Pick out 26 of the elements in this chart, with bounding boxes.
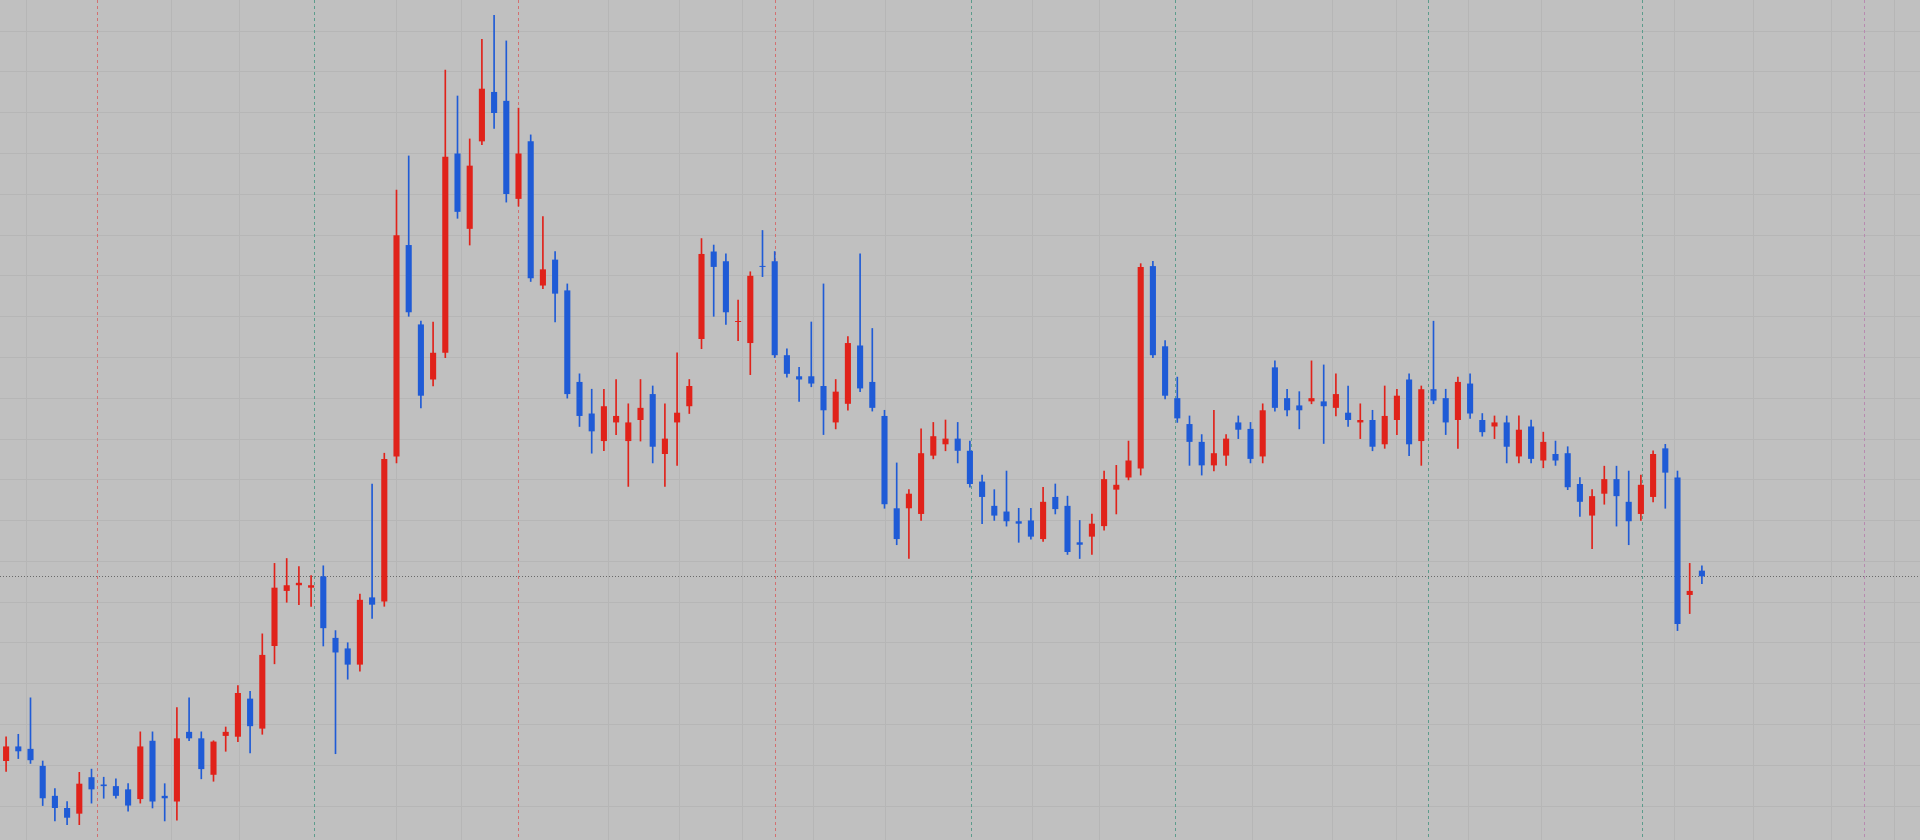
candlestick xyxy=(735,299,742,341)
candlestick xyxy=(661,403,668,487)
candlestick xyxy=(796,367,803,402)
candlestick xyxy=(308,575,315,607)
candlestick xyxy=(186,697,193,742)
candlestick xyxy=(1345,385,1352,427)
candlestick xyxy=(1686,563,1693,614)
candlestick xyxy=(222,726,229,752)
candlestick xyxy=(1210,409,1217,472)
candlestick xyxy=(491,15,498,129)
candlestick xyxy=(283,558,290,603)
candlestick xyxy=(1296,391,1303,430)
candlestick xyxy=(710,244,717,317)
candlestick xyxy=(674,352,681,466)
candlestick xyxy=(905,489,912,559)
candlestick xyxy=(369,483,376,619)
candlestick xyxy=(1320,364,1327,444)
candlestick xyxy=(588,388,595,454)
candlestick xyxy=(808,321,815,388)
candlestick xyxy=(1015,507,1022,543)
candlestick xyxy=(15,733,22,759)
candlestick xyxy=(613,379,620,435)
candlestick xyxy=(539,216,546,290)
candlestick xyxy=(1076,520,1083,559)
candlestick xyxy=(625,403,632,487)
candlestick xyxy=(1113,465,1120,515)
